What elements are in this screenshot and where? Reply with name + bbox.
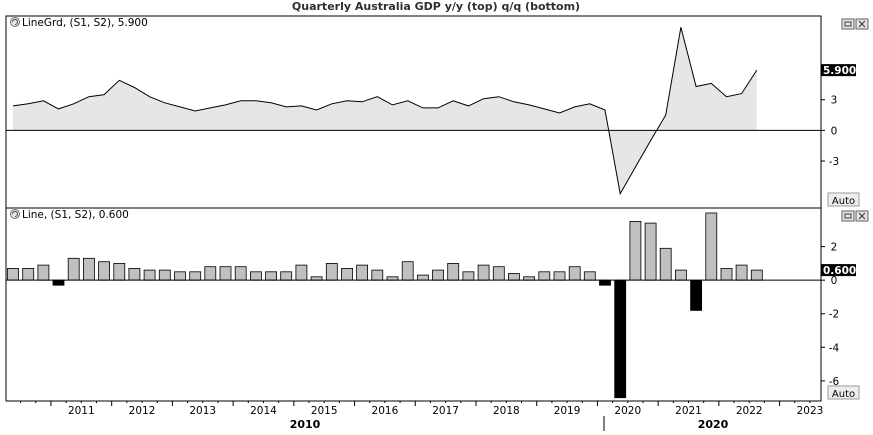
bar-2014Q1 [235, 267, 246, 280]
bar-2014Q3 [266, 272, 277, 280]
bar-2012Q3 [144, 270, 155, 280]
x-year-label-2011: 2011 [68, 405, 95, 417]
x-year-label-2018: 2018 [493, 405, 520, 417]
decade-label-2020: 2020 [698, 418, 729, 431]
bar-2016Q1 [357, 265, 368, 280]
cycle-icon[interactable] [11, 210, 20, 219]
bar-2010Q4 [38, 265, 49, 280]
bar-2018Q2 [493, 267, 504, 280]
bar-2018Q3 [508, 274, 519, 281]
bar-2019Q1 [539, 272, 550, 280]
bottom-legend[interactable]: Line, (S1, S2), 0.600 [11, 209, 129, 221]
bar-2019Q3 [569, 267, 580, 280]
bottom-legend-label: Line, (S1, S2), 0.600 [22, 209, 129, 221]
x-year-label-2017: 2017 [432, 405, 459, 417]
bottom-ytick-label: -2 [829, 309, 839, 321]
bar-2013Q3 [205, 267, 216, 280]
top-legend[interactable]: LineGrd, (S1, S2), 5.900 [11, 17, 148, 29]
bar-2013Q4 [220, 267, 231, 280]
top-ytick-label: 0 [831, 125, 838, 137]
bar-2011Q3 [83, 258, 94, 280]
bar-2017Q3 [448, 263, 459, 280]
bar-2022Q2 [736, 265, 747, 280]
bar-2021Q3 [691, 280, 702, 310]
bar-2014Q4 [281, 272, 292, 280]
close-icon[interactable] [856, 19, 868, 29]
bar-2020Q3 [630, 221, 641, 280]
x-year-label-2021: 2021 [675, 405, 702, 417]
bar-2012Q4 [159, 270, 170, 280]
bar-2016Q4 [402, 262, 413, 281]
bar-2018Q1 [478, 265, 489, 280]
bar-2019Q2 [554, 272, 565, 280]
x-year-label-2020: 2020 [614, 405, 641, 417]
bottom-ytick-label: 2 [831, 242, 838, 254]
bar-2010Q2 [8, 268, 19, 280]
bar-2015Q3 [326, 263, 337, 280]
bar-2011Q2 [68, 258, 79, 280]
bar-2022Q1 [721, 268, 732, 280]
bar-2016Q2 [372, 270, 383, 280]
bar-2020Q1 [600, 280, 611, 285]
top-ytick-label: 3 [831, 95, 838, 107]
bar-2012Q2 [129, 268, 140, 280]
bottom-auto-label: Auto [832, 389, 855, 400]
x-year-label-2013: 2013 [189, 405, 216, 417]
bottom-ytick-label: -4 [829, 342, 840, 354]
bar-2021Q1 [660, 248, 671, 280]
chart-title: Quarterly Australia GDP y/y (top) q/q (b… [292, 0, 580, 13]
top-auto-label: Auto [832, 196, 855, 207]
top-ytick-label: -3 [829, 156, 839, 168]
x-year-label-2014: 2014 [250, 405, 277, 417]
bar-2020Q4 [645, 223, 656, 280]
bar-2011Q4 [99, 262, 110, 281]
bar-2020Q2 [615, 280, 626, 398]
decade-label-2010: 2010 [290, 418, 321, 431]
bar-2013Q1 [175, 272, 186, 280]
bar-2021Q2 [675, 270, 686, 280]
x-year-label-2012: 2012 [129, 405, 156, 417]
bar-2014Q2 [250, 272, 261, 280]
bar-2022Q3 [751, 270, 762, 280]
bar-2017Q2 [433, 270, 444, 280]
top-last-value: 5.900 [823, 65, 856, 77]
x-year-label-2022: 2022 [736, 405, 763, 417]
bar-2010Q3 [23, 268, 34, 280]
bar-2019Q4 [584, 272, 595, 280]
top-auto-button[interactable]: Auto [828, 193, 859, 207]
x-year-label-2015: 2015 [311, 405, 338, 417]
bottom-last-value: 0.600 [823, 265, 856, 277]
x-year-label-2023: 2023 [797, 405, 824, 417]
bottom-last-value-badge: 0.600 [821, 264, 856, 277]
x-year-label-2016: 2016 [372, 405, 399, 417]
bar-2015Q1 [296, 265, 307, 280]
close-icon[interactable] [856, 211, 868, 221]
bar-2021Q4 [706, 213, 717, 280]
bar-2012Q1 [114, 263, 125, 280]
bar-2017Q4 [463, 272, 474, 280]
restore-icon[interactable] [842, 211, 854, 221]
cycle-icon[interactable] [11, 18, 20, 27]
bar-2017Q1 [417, 275, 428, 280]
bottom-auto-button[interactable]: Auto [828, 386, 859, 400]
restore-icon[interactable] [842, 19, 854, 29]
top-legend-label: LineGrd, (S1, S2), 5.900 [22, 17, 148, 29]
bar-2011Q1 [53, 280, 64, 285]
top-last-value-badge: 5.900 [821, 64, 856, 77]
x-year-label-2019: 2019 [554, 405, 581, 417]
bar-2013Q2 [190, 272, 201, 280]
bar-2015Q4 [342, 268, 353, 280]
